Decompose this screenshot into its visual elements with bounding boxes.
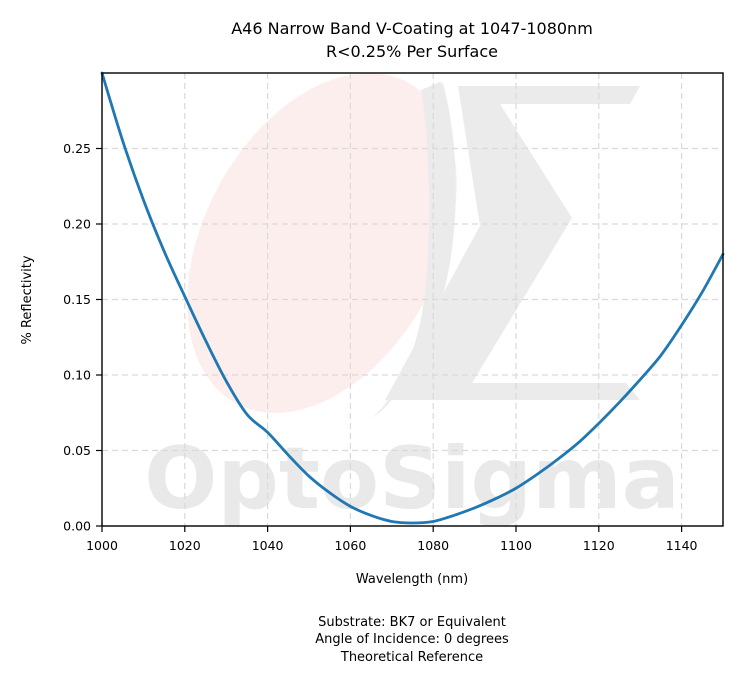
x-tick-label: 1140 (666, 538, 698, 553)
y-tick-label: 0.10 (63, 368, 91, 383)
chart-subtitle: R<0.25% Per Surface (326, 42, 498, 61)
series-line (100, 71, 725, 525)
note-substrate: Substrate: BK7 or Equivalent (318, 615, 506, 630)
y-tick-label: 0.05 (63, 443, 91, 458)
chart-title: A46 Narrow Band V-Coating at 1047-1080nm (231, 19, 593, 38)
watermark-ellipse (187, 73, 457, 413)
watermark-sigma (385, 86, 640, 400)
x-tick-label: 1060 (334, 538, 366, 553)
watermark-logo: OptoSigma (144, 73, 680, 529)
y-tick-label: 0.25 (63, 141, 91, 156)
watermark-text: OptoSigma (144, 429, 679, 529)
axis-ticks: 1000 1020 1040 1060 1080 1100 1120 1140 0.00 0.05… (63, 141, 697, 553)
x-tick-label: 1100 (500, 538, 532, 553)
y-tick-label: 0.20 (63, 217, 91, 232)
y-tick-label: 0.00 (63, 519, 91, 534)
note-angle: Angle of Incidence: 0 degrees (315, 632, 509, 647)
x-tick-label: 1040 (252, 538, 284, 553)
y-axis-label: % Reflectivity (20, 255, 35, 344)
x-tick-label: 1000 (86, 538, 118, 553)
x-tick-label: 1120 (583, 538, 615, 553)
x-tick-label: 1080 (417, 538, 449, 553)
note-reference: Theoretical Reference (340, 650, 483, 665)
y-tick-label: 0.15 (63, 292, 91, 307)
x-tick-label: 1020 (169, 538, 201, 553)
grid (102, 73, 723, 526)
x-axis-label: Wavelength (nm) (356, 572, 468, 587)
watermark-crescent (372, 82, 456, 418)
